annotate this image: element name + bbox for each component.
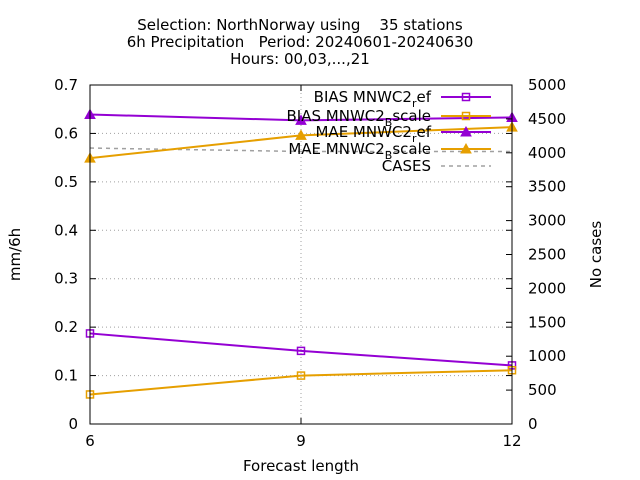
data-point (295, 114, 307, 125)
series-line (89, 332, 513, 367)
legend-label: BIAS MNWC2ref (314, 88, 432, 110)
legend-label: MAE MNWC2ref (315, 123, 431, 145)
y-tick-label: 0.2 (54, 318, 78, 336)
y-tick-label: 0.1 (54, 367, 78, 385)
y-tick-label: 0.4 (54, 221, 78, 239)
data-point (460, 142, 472, 154)
series-line (89, 369, 513, 396)
legend-entry: MAE MNWC2Bscale (288, 140, 491, 162)
data-point (461, 111, 471, 121)
series-cases (89, 147, 512, 153)
data-point (296, 346, 306, 356)
grid-lines (90, 85, 512, 424)
legend-label: MAE MNWC2Bscale (288, 140, 431, 162)
title-line: Selection: NorthNorway using 35 stations (137, 16, 463, 34)
legend-entry: CASES (382, 157, 491, 175)
legend-label: CASES (382, 157, 431, 175)
axis-ticks: 0 0.1 0.2 0.3 0.4 0.5 0.6 0.7 0 500 1000 1500 2000 25… (54, 76, 566, 450)
y2-tick-label: 4500 (528, 110, 566, 128)
y2-tick-label: 2500 (528, 246, 566, 264)
y2-tick-label: 2000 (528, 279, 566, 297)
x-axis-label: Forecast length (243, 457, 359, 475)
y2-tick-label: 500 (528, 381, 557, 399)
chart-title: Selection: NorthNorway using 35 stations… (127, 16, 474, 68)
y-tick-label: 0.7 (54, 76, 78, 94)
y2-tick-label: 5000 (528, 76, 566, 94)
x-tick-label: 12 (502, 432, 521, 450)
y2-tick-label: 4000 (528, 144, 566, 162)
x-tick-label: 9 (296, 432, 306, 450)
data-point (460, 125, 472, 137)
legend-label: BIAS MNWC2Bscale (287, 107, 431, 129)
y-tick-label: 0.5 (54, 173, 78, 191)
data-point (295, 129, 307, 140)
y-tick-label: 0.3 (54, 270, 78, 288)
legend-entry: BIAS MNWC2ref (314, 88, 491, 110)
y2-axis-label: No cases (587, 221, 605, 289)
series-line (89, 147, 512, 153)
y2-tick-label: 3500 (528, 178, 566, 196)
data-point (296, 371, 306, 380)
y-tick-label: 0.6 (54, 124, 78, 142)
title-line: 6h Precipitation Period: 20240601-202406… (127, 33, 474, 51)
x-tick-label: 6 (85, 432, 95, 450)
legend-entry: MAE MNWC2ref (315, 123, 491, 145)
data-point (461, 92, 471, 102)
y2-tick-label: 1500 (528, 313, 566, 331)
y-axis-label: mm/6h (6, 228, 24, 281)
legend-entry: BIAS MNWC2Bscale (287, 107, 491, 129)
series-mae-mnwc2-ref (84, 108, 518, 125)
y2-tick-label: 3000 (528, 212, 566, 230)
y-tick-label: 0 (68, 415, 78, 433)
title-line: Hours: 00,03,...,21 (230, 50, 370, 68)
y2-tick-label: 0 (528, 415, 538, 433)
y2-tick-label: 1000 (528, 347, 566, 365)
